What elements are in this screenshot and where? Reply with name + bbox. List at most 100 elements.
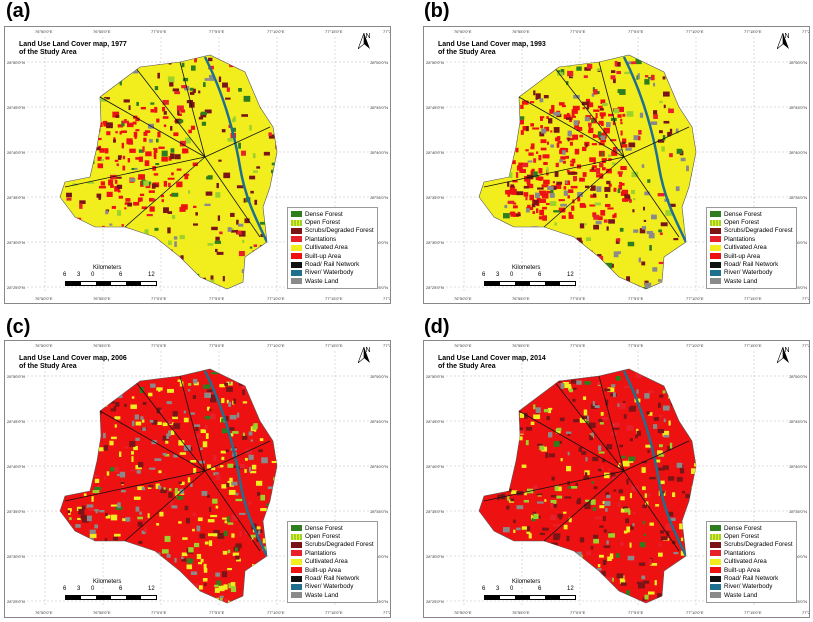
longitude-label: 77°20'0"E (802, 296, 810, 301)
longitude-label: 76°50'0"E (454, 343, 472, 348)
scale-tick: 0 (91, 586, 95, 592)
panel-label-d: (d) (424, 316, 450, 338)
longitude-label: 77°5'0"E (209, 296, 225, 301)
scale-title: Kilometers (512, 579, 541, 585)
longitude-label: 77°5'0"E (209, 343, 225, 348)
north-letter: N (365, 33, 371, 40)
latitude-label: 28°50'0"N (789, 60, 807, 65)
lulc-map-graphic (434, 37, 799, 293)
river-line (622, 370, 688, 557)
legend-swatch (291, 227, 302, 234)
legend-swatch (710, 253, 721, 260)
north-arrow-icon: N (358, 347, 378, 373)
latitude-label: 28°50'0"N (370, 60, 388, 65)
road-line (543, 156, 625, 228)
lulc-map-graphic (434, 351, 799, 607)
scale-tick: 6 (538, 586, 542, 592)
latitude-label: 28°45'0"N (7, 419, 25, 424)
longitude-label: 77°10'0"E (267, 29, 285, 34)
legend-swatch (710, 244, 721, 251)
legend-swatch (710, 269, 721, 276)
map-panel-1993: 76°50'0"E 76°50'0"E 76°55'0"E 76°55'0"E 77°0… (423, 26, 810, 304)
map-panel-2006: 76°50'0"E 76°50'0"E 76°55'0"E 76°55'0"E 77°0… (4, 340, 391, 618)
panel-label-a: (a) (6, 0, 31, 22)
legend-item: Built-up Area (291, 252, 374, 260)
legend-item: Open Forest (710, 532, 793, 540)
legend-item: Open Forest (291, 218, 374, 226)
legend-label: Road/ Rail Network (724, 575, 779, 583)
legend-swatch (710, 227, 721, 234)
scale-bar: Kilometers 6 3 0 6 12 (482, 579, 582, 601)
latitude-label: 28°25'0"N (370, 599, 388, 604)
scale-tick: 6 (119, 586, 123, 592)
latitude-label: 28°35'0"N (426, 509, 444, 514)
legend-swatch (291, 219, 302, 226)
legend-item: Built-up Area (710, 252, 793, 260)
legend-swatch (291, 253, 302, 260)
legend-item: Waste Land (710, 277, 793, 285)
longitude-label: 77°0'0"E (151, 610, 167, 615)
road-line (598, 375, 625, 472)
scale-tick: 0 (510, 272, 514, 278)
legend-label: Open Forest (724, 219, 759, 227)
road-line (623, 126, 690, 158)
legend-item: Scrubs/Degraded Forest (291, 227, 374, 235)
latitude-label: 28°50'0"N (370, 374, 388, 379)
panel-label-c: (c) (6, 316, 31, 338)
legend-label: River/ Waterbody (305, 269, 354, 277)
legend-item: Road/ Rail Network (291, 574, 374, 582)
legend-label: Open Forest (305, 533, 340, 541)
longitude-label: 77°20'0"E (383, 343, 391, 348)
longitude-label: 77°15'0"E (325, 29, 343, 34)
latitude-label: 28°30'0"N (7, 240, 25, 245)
longitude-label: 77°15'0"E (744, 343, 762, 348)
legend-swatch (710, 211, 721, 218)
road-line (64, 156, 206, 188)
legend-item: Open Forest (710, 218, 793, 226)
legend-swatch (710, 558, 721, 565)
legend-item: Scrubs/Degraded Forest (291, 541, 374, 549)
scale-tick: 6 (538, 272, 542, 278)
legend-label: Scrubs/Degraded Forest (305, 227, 374, 235)
legend-item: Open Forest (291, 532, 374, 540)
longitude-label: 76°55'0"E (93, 610, 111, 615)
legend-label: Cultivated Area (305, 558, 348, 566)
legend-item: Cultivated Area (710, 244, 793, 252)
legend-swatch (710, 583, 721, 590)
legend-swatch (710, 541, 721, 548)
road-line (134, 66, 206, 158)
legend-item: River/ Waterbody (710, 269, 793, 277)
scale-tick: 12 (567, 272, 574, 278)
scale-tick: 12 (148, 272, 155, 278)
legend-item: Dense Forest (710, 210, 793, 218)
longitude-label: 77°10'0"E (267, 610, 285, 615)
longitude-label: 76°50'0"E (454, 610, 472, 615)
legend-swatch (710, 236, 721, 243)
longitude-label: 77°10'0"E (686, 296, 704, 301)
scale-bar: Kilometers 6 3 0 6 12 (63, 265, 163, 287)
legend-label: Scrubs/Degraded Forest (724, 541, 793, 549)
road-line (543, 470, 625, 542)
longitude-label: 77°5'0"E (209, 610, 225, 615)
latitude-label: 28°25'0"N (426, 599, 444, 604)
latitude-label: 28°40'0"N (370, 150, 388, 155)
road-line (204, 156, 261, 238)
legend-item: Dense Forest (710, 524, 793, 532)
scale-tick: 6 (119, 272, 123, 278)
legend-label: Cultivated Area (724, 558, 767, 566)
scale-tick: 3 (77, 272, 81, 278)
north-letter: N (365, 347, 371, 354)
longitude-label: 77°5'0"E (209, 29, 225, 34)
latitude-label: 28°40'0"N (426, 464, 444, 469)
legend-label: Cultivated Area (724, 244, 767, 252)
latitude-label: 28°40'0"N (789, 150, 807, 155)
legend-item: Cultivated Area (291, 558, 374, 566)
legend-swatch (291, 592, 302, 599)
legend-swatch (710, 278, 721, 285)
latitude-label: 28°45'0"N (7, 105, 25, 110)
legend-swatch (291, 533, 302, 540)
legend-item: Dense Forest (291, 210, 374, 218)
longitude-label: 77°0'0"E (151, 29, 167, 34)
latitude-label: 28°45'0"N (789, 105, 807, 110)
legend-label: Open Forest (724, 533, 759, 541)
